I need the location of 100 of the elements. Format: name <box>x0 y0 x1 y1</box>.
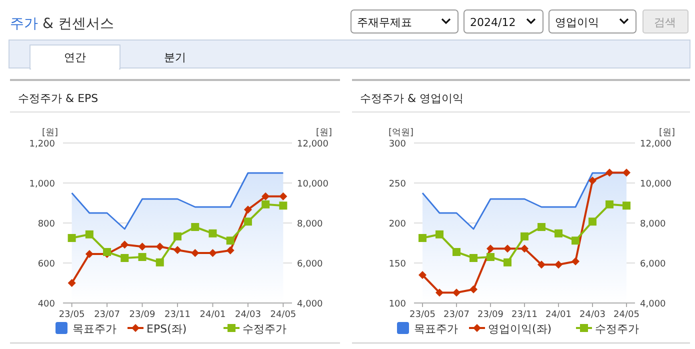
y2-tick-label: 6,000 <box>297 260 324 270</box>
point <box>606 200 614 208</box>
point <box>226 246 234 254</box>
point <box>520 244 528 253</box>
legend-label: 수정주가 <box>595 322 639 336</box>
legend-label: 목표주가 <box>414 322 458 336</box>
point <box>538 260 546 269</box>
point <box>520 232 528 240</box>
y-tick-label: 100 <box>388 300 406 310</box>
point <box>436 230 444 238</box>
point <box>120 240 129 249</box>
x-tick-label: 24/03 <box>234 310 261 320</box>
text: 2024/12 <box>470 16 516 29</box>
point <box>622 168 630 177</box>
y-tick-label: 800 <box>38 220 56 230</box>
y-tick-label: 400 <box>38 300 56 310</box>
y2-tick-label: 12,000 <box>640 140 672 150</box>
point <box>418 234 426 242</box>
y2-axis-title: [원] <box>658 128 675 138</box>
point <box>554 229 562 238</box>
point <box>486 244 494 253</box>
chart-title: 수정주가 & EPS <box>18 92 98 105</box>
point <box>470 254 478 262</box>
y2-tick-label: 4,000 <box>640 300 666 310</box>
y-tick-label: 250 <box>388 180 406 190</box>
text: 분기 <box>164 51 186 64</box>
y2-tick-label: 12,000 <box>297 140 329 150</box>
point <box>279 202 288 210</box>
chart-title: 수정주가 & 영업이익 <box>360 92 464 105</box>
point <box>262 192 270 200</box>
text: 연간 <box>64 51 86 64</box>
y-tick-label: 200 <box>388 220 406 230</box>
y-axis-title: [원] <box>42 128 58 138</box>
y2-tick-label: 10,000 <box>297 180 329 190</box>
x-tick-label: 24/01 <box>546 310 572 320</box>
y-tick-label: 150 <box>388 260 406 270</box>
y-tick-label: 1,000 <box>29 180 56 190</box>
x-tick-label: 24/01 <box>200 310 226 320</box>
legend-label: 영업이익(좌) <box>488 322 552 336</box>
x-tick-label: 24/05 <box>614 310 640 320</box>
legend-label: EPS(좌) <box>146 322 187 336</box>
y2-tick-label: 8,000 <box>640 220 666 230</box>
point <box>418 271 426 279</box>
point <box>68 279 76 287</box>
x-tick-label: 23/11 <box>512 310 538 320</box>
y2-tick-label: 4,000 <box>297 300 324 310</box>
text: 영업이익 <box>555 16 599 29</box>
point <box>174 246 182 254</box>
x-tick-label: 23/09 <box>478 310 504 320</box>
point <box>191 223 200 231</box>
point <box>68 234 76 242</box>
point <box>470 285 478 294</box>
y-tick-label: 600 <box>38 260 56 270</box>
x-tick-label: 23/05 <box>410 310 436 320</box>
y2-axis-title: [원] <box>316 128 332 138</box>
text: 검색 <box>654 16 676 29</box>
y2-tick-label: 10,000 <box>640 180 672 190</box>
point <box>262 200 270 208</box>
x-tick-label: 23/11 <box>164 310 190 320</box>
point <box>452 288 460 297</box>
point <box>588 218 596 226</box>
point <box>191 249 200 257</box>
point <box>504 244 512 253</box>
point <box>588 176 596 185</box>
point <box>174 232 182 240</box>
text: & 컨센서스 <box>38 16 114 32</box>
point <box>120 254 129 262</box>
x-tick-label: 23/07 <box>94 310 120 320</box>
point <box>436 288 444 297</box>
text: 주가 <box>10 16 38 32</box>
point <box>504 258 512 266</box>
point <box>554 260 562 269</box>
legend-label: 수정주가 <box>242 322 286 336</box>
y-axis-title: [억원] <box>388 128 414 138</box>
point <box>622 202 630 210</box>
text: 주재무제표 <box>357 16 412 29</box>
y2-tick-label: 8,000 <box>297 220 324 230</box>
point <box>244 206 252 214</box>
point <box>138 253 146 261</box>
point <box>486 253 494 261</box>
x-tick-label: 23/05 <box>58 310 85 320</box>
point <box>85 230 94 238</box>
point <box>244 218 252 226</box>
point <box>452 248 460 256</box>
x-tick-label: 23/07 <box>444 310 470 320</box>
point <box>85 250 94 258</box>
point <box>208 229 217 238</box>
point <box>572 257 580 266</box>
point <box>156 258 164 266</box>
point <box>226 236 234 245</box>
point <box>538 223 546 231</box>
point <box>208 249 217 257</box>
point <box>572 236 580 245</box>
x-tick-label: 23/09 <box>129 310 156 320</box>
legend-label: 목표주가 <box>72 322 116 336</box>
point <box>156 242 164 251</box>
y2-tick-label: 6,000 <box>640 260 666 270</box>
point <box>606 168 614 177</box>
point <box>279 192 288 200</box>
x-tick-label: 24/03 <box>580 310 606 320</box>
